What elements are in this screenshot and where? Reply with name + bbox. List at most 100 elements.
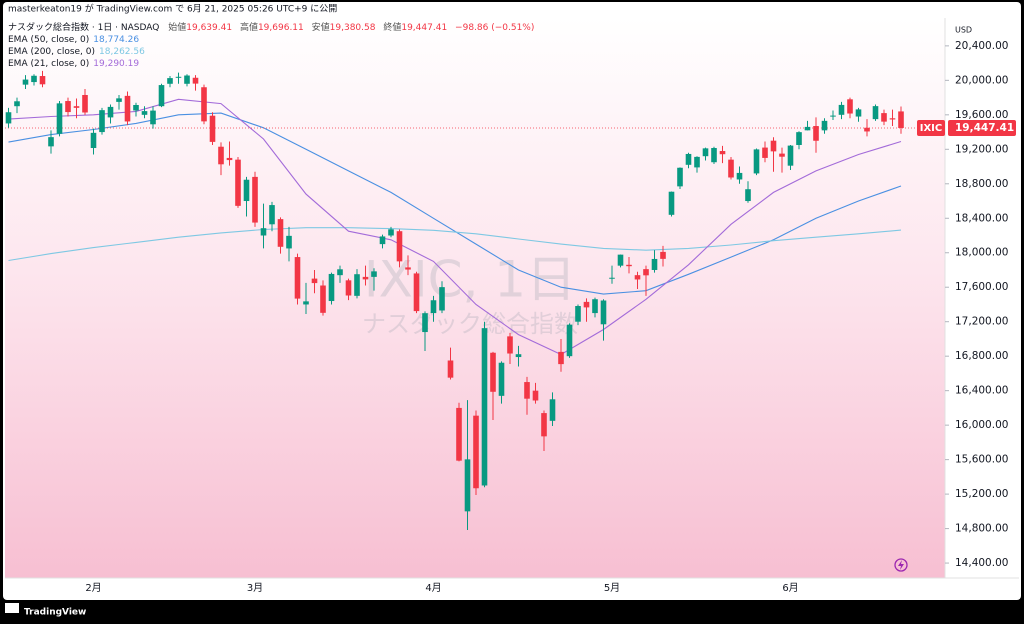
candle-body — [82, 94, 88, 113]
candle-body — [226, 157, 233, 161]
candle-body — [600, 300, 607, 325]
x-tick-label: 6月 — [782, 582, 798, 594]
legend-entry: EMA (200, close, 0) 18,262.56 — [8, 47, 145, 57]
legend-name: EMA (200, close, 0) — [8, 47, 95, 57]
candle-body — [167, 78, 173, 84]
alert-icon-bolt — [898, 560, 904, 570]
y-tick-label: 20,000.00 — [955, 74, 1008, 86]
ohlc-value: 19,380.58 — [330, 23, 376, 33]
ohlc-value: 19,639.41 — [186, 23, 232, 33]
candle-body — [787, 145, 794, 166]
ohlc-label: 終値 — [383, 21, 401, 33]
watermark-title: IXIC, 1日 — [364, 251, 576, 309]
x-tick-label: 3月 — [247, 582, 263, 594]
currency: USD — [955, 26, 972, 35]
ema-line — [8, 112, 902, 295]
ohlc-label: 始値 — [168, 21, 186, 33]
candle-body — [702, 148, 709, 157]
y-tick-label: 17,200.00 — [955, 316, 1008, 328]
candle-body — [124, 95, 131, 122]
candle-body — [830, 115, 836, 117]
candle-body — [388, 229, 394, 236]
candle-body — [490, 352, 496, 392]
candle-body — [864, 127, 870, 132]
candle-body — [379, 236, 386, 245]
candle-body — [592, 299, 598, 314]
candle-body — [753, 149, 760, 174]
brand-logo — [5, 603, 19, 613]
y-tick-label: 16,000.00 — [955, 419, 1008, 431]
candle-body — [22, 79, 29, 85]
candle-body — [541, 413, 547, 437]
candle-body — [48, 137, 54, 147]
candle-body — [260, 228, 267, 236]
candle-body — [634, 275, 641, 280]
candle-body — [65, 101, 71, 113]
candle-body — [770, 140, 777, 152]
candle-body — [898, 111, 904, 128]
candle-body — [626, 264, 632, 267]
y-tick-label: 15,200.00 — [955, 488, 1008, 500]
symbol-line: ナスダック総合指数 · 1日 · NASDAQ — [8, 21, 159, 33]
candle-body — [73, 106, 80, 108]
overlay: ナスダック総合指数 · 1日 · NASDAQ 始値19,639.41 高値19… — [5, 21, 1016, 618]
price-tag — [948, 119, 1016, 136]
candle-body — [524, 382, 530, 399]
legend-value: 18,262.56 — [99, 47, 145, 57]
candle-body — [430, 300, 437, 314]
candle-body — [456, 407, 462, 461]
candle-body — [39, 76, 46, 85]
candle-body — [566, 324, 573, 357]
candle-body — [99, 110, 105, 133]
symbol-tag — [917, 119, 945, 136]
symbol-tag-label: IXIC — [920, 123, 943, 134]
candle-body — [532, 390, 539, 401]
candle-body — [235, 159, 241, 206]
y-tick-label: 19,600.00 — [955, 109, 1008, 121]
alert-icon[interactable] — [894, 558, 908, 572]
candle-body — [362, 276, 369, 280]
candle-body — [175, 76, 182, 78]
candle-body — [736, 172, 743, 180]
candle-body — [651, 258, 658, 270]
candle-body — [813, 126, 819, 141]
candle-body — [371, 271, 377, 277]
y-tick-label: 16,800.00 — [955, 350, 1008, 362]
candle-body — [192, 77, 199, 84]
candle-body — [609, 277, 615, 279]
legend-value: 18,774.26 — [93, 35, 139, 45]
ema-line — [8, 227, 902, 262]
y-tick-label: 15,600.00 — [955, 454, 1008, 466]
y-tick-label: 18,000.00 — [955, 247, 1008, 259]
candle-body — [277, 219, 284, 247]
candle-body — [320, 285, 326, 313]
x-tick-label: 2月 — [85, 582, 101, 594]
change: −98.86 (−0.51%) — [455, 23, 534, 33]
candle-body — [804, 126, 811, 131]
y-tick-label: 14,800.00 — [955, 523, 1008, 535]
candle-body — [14, 101, 20, 107]
candle-body — [617, 254, 624, 266]
candle-body — [337, 269, 343, 276]
ema-line — [8, 98, 902, 356]
candle-body — [779, 153, 785, 157]
y-tick-label: 18,800.00 — [955, 178, 1008, 190]
candle-body — [796, 132, 802, 145]
candle-body — [56, 103, 63, 134]
candle-body — [685, 153, 692, 165]
candle-body — [396, 231, 403, 262]
candle-body — [558, 351, 564, 365]
candle-body — [847, 99, 853, 114]
candle-body — [354, 274, 360, 296]
candle-body — [405, 267, 411, 270]
x-tick-label: 4月 — [425, 582, 441, 594]
candle-body — [464, 459, 471, 512]
candle-body — [90, 132, 97, 149]
candle-body — [855, 109, 862, 117]
candle-body — [294, 257, 301, 299]
candle-body — [422, 313, 428, 333]
candle-body — [694, 156, 700, 168]
x-tick-label: 5月 — [604, 582, 620, 594]
